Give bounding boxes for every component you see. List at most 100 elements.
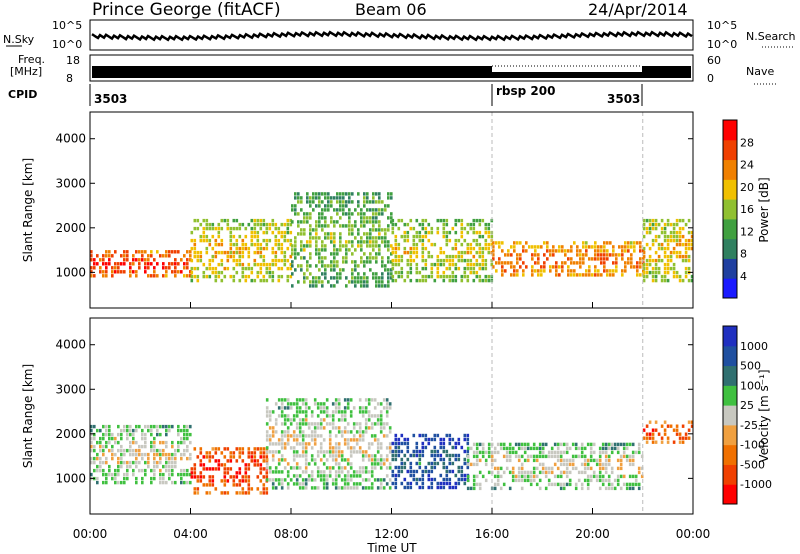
heatmap-band-2	[265, 398, 392, 490]
colorbar-cell-7	[723, 345, 737, 367]
freq-tick-low: 8	[66, 72, 73, 85]
power-colorbar: 4 8 12 16 20 24 28	[722, 119, 754, 299]
freq-tick-high: 18	[66, 54, 80, 67]
ytick-label-1000: 1000	[55, 471, 86, 485]
heatmap-band-1	[190, 218, 293, 283]
colorbar-tick-6: -500	[740, 458, 765, 471]
freq-panel	[89, 54, 694, 82]
colorbar-cell-5	[723, 179, 737, 200]
nsearch-label: N.Search	[746, 30, 796, 43]
colorbar-tick-7: -1000	[740, 478, 772, 491]
power-colorbar-label: Power [dB]	[757, 177, 771, 242]
ytick-label-3000: 3000	[55, 382, 86, 396]
colorbar-cell-2	[723, 444, 737, 465]
colorbar-cell-2	[723, 238, 737, 259]
colorbar-tick-4: -25	[740, 419, 758, 432]
time-axis: 00:00 04:00 08:00 12:00 16:00 20:00 00:00	[73, 302, 711, 541]
ytick-label-1000: 1000	[55, 265, 86, 279]
colorbar-cell-4	[723, 199, 737, 220]
colorbar-tick-4: 20	[740, 181, 754, 194]
xtick-label-1: 04:00	[173, 527, 208, 541]
colorbar-cell-6	[723, 159, 737, 180]
ytick-label-4000: 4000	[55, 132, 86, 146]
colorbar-cell-8	[723, 326, 737, 347]
date-label: 24/Apr/2014	[588, 0, 688, 19]
colorbar-tick-0: 4	[740, 270, 747, 283]
ytick-label-3000: 3000	[55, 176, 86, 190]
heatmap-band-0	[90, 424, 192, 485]
heatmap-band-4	[492, 241, 645, 277]
cpid-seg-2: rbsp 200	[496, 84, 555, 98]
power-heatmap	[90, 112, 694, 308]
freq-band-2	[492, 72, 642, 78]
xtick-label-6: 00:00	[676, 527, 711, 541]
colorbar-cell-5	[723, 385, 737, 406]
xtick-label-2: 08:00	[274, 527, 309, 541]
beam-label: Beam 06	[355, 0, 427, 19]
colorbar-tick-6: 28	[740, 136, 754, 149]
freq-band-3	[642, 66, 691, 78]
cpid-label: CPID	[8, 88, 37, 101]
nsky-right-tick-low: 10^0	[707, 38, 737, 51]
colorbar-tick-1: 500	[740, 360, 761, 373]
xtick-label-5: 20:00	[575, 527, 610, 541]
colorbar-tick-3: 25	[740, 399, 754, 412]
heatmap-band-5	[642, 218, 694, 283]
colorbar-tick-0: 1000	[740, 340, 768, 353]
heatmap-band-4	[466, 442, 644, 491]
colorbar-cell-0	[723, 484, 737, 505]
nsky-tick-high: 10^5	[52, 19, 82, 32]
colorbar-cell-4	[723, 405, 737, 426]
power-y-axis: 1000 2000 3000 4000	[55, 132, 693, 279]
colorbar-frame	[722, 119, 738, 299]
nave-tick-high: 60	[707, 54, 721, 67]
cpid-seg-1: 3503	[94, 92, 127, 106]
xtick-label-4: 16:00	[475, 527, 510, 541]
velocity-ylabel: Slant Range [km]	[21, 364, 35, 468]
velocity-heatmap	[90, 318, 694, 514]
cpid-seg-3: 3503	[607, 92, 640, 106]
colorbar-cell-6	[723, 365, 737, 386]
heatmap-band-5	[642, 420, 694, 444]
nsky-trace	[91, 30, 693, 42]
colorbar-frame	[722, 325, 738, 505]
nsky-right-tick-high: 10^5	[707, 19, 737, 32]
colorbar-tick-2: 100	[740, 379, 761, 392]
heatmap-band-0	[90, 250, 192, 278]
nave-tick-low: 0	[707, 72, 714, 85]
freq-band-1	[92, 66, 492, 78]
colorbar-cell-3	[723, 424, 737, 446]
nsky-tick-low: 10^0	[52, 38, 82, 51]
colorbar-cell-1	[723, 258, 737, 279]
heatmap-band-2	[291, 192, 393, 288]
nsky-label: N.Sky	[3, 33, 35, 46]
heatmap-band-3	[391, 433, 470, 490]
ytick-label-4000: 4000	[55, 338, 86, 352]
station-title: Prince George (fitACF)	[92, 0, 281, 20]
nsky-panel	[89, 19, 694, 51]
freq-label-2: [MHz]	[10, 65, 42, 78]
colorbar-tick-5: 24	[740, 159, 754, 172]
velocity-colorbar: 1000 500 100 25 -25 -100 -500 -1000	[722, 325, 772, 505]
colorbar-tick-2: 12	[740, 225, 754, 238]
colorbar-tick-3: 16	[740, 203, 754, 216]
colorbar-tick-5: -100	[740, 439, 765, 452]
heatmap-band-1	[190, 447, 269, 495]
colorbar-cell-7	[723, 139, 737, 161]
colorbar-cell-1	[723, 464, 737, 485]
colorbar-cell-8	[723, 120, 737, 141]
colorbar-tick-1: 8	[740, 248, 747, 261]
xtick-label-3: 12:00	[374, 527, 409, 541]
freq-label-1: Freq.	[18, 53, 45, 66]
colorbar-cell-3	[723, 218, 737, 240]
xaxis-label: Time UT	[366, 541, 417, 554]
colorbar-cell-0	[723, 278, 737, 299]
velocity-colorbar-label: Velocity [m s⁻¹]	[757, 369, 771, 462]
xtick-label-0: 00:00	[73, 527, 108, 541]
power-ylabel: Slant Range [km]	[21, 158, 35, 262]
ytick-label-2000: 2000	[55, 221, 86, 235]
ytick-label-2000: 2000	[55, 427, 86, 441]
nave-label: Nave	[746, 65, 774, 78]
velocity-y-axis: 1000 2000 3000 4000	[55, 338, 693, 485]
